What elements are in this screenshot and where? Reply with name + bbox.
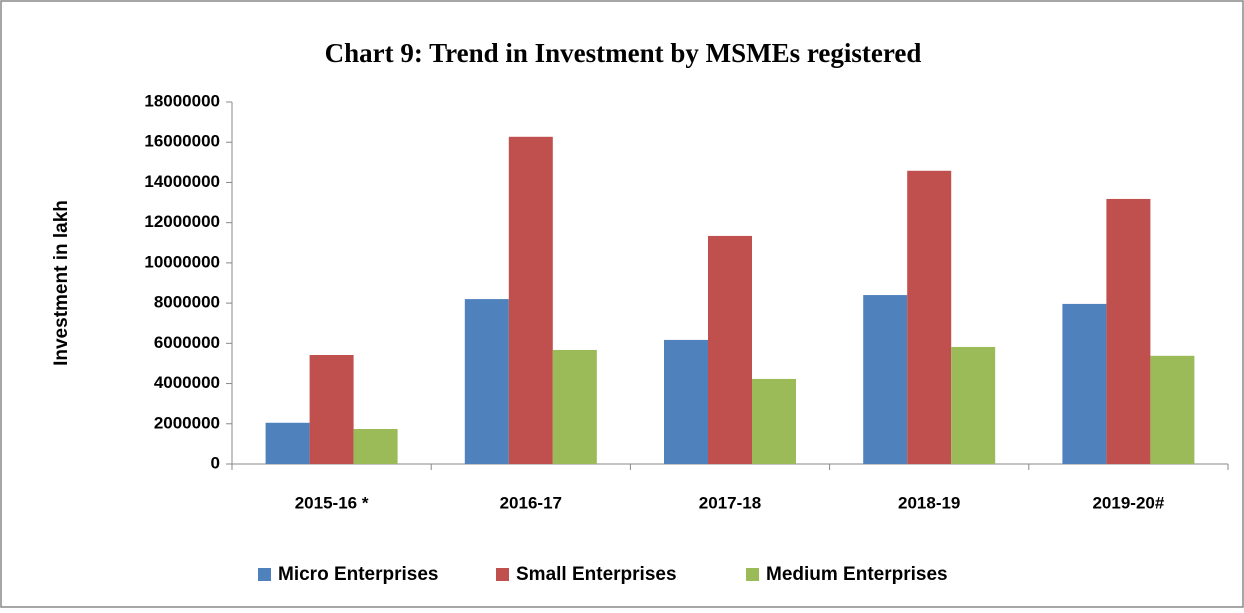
bar (664, 339, 708, 464)
y-tick-label: 14000000 (144, 172, 220, 191)
legend-label: Medium Enterprises (766, 564, 948, 585)
legend-swatch (258, 568, 271, 581)
x-tick-label: 2018-19 (898, 493, 960, 512)
bar (552, 349, 597, 464)
bar (353, 429, 398, 464)
bar (1150, 355, 1195, 464)
y-axis-label: Investment in lakh (51, 200, 72, 366)
legend-label: Micro Enterprises (278, 564, 439, 585)
bar (752, 378, 796, 464)
y-tick-label: 2000000 (154, 413, 220, 432)
x-tick-label: 2016-17 (500, 493, 562, 512)
bar (951, 346, 996, 464)
chart-title: Chart 9: Trend in Investment by MSMEs re… (325, 38, 922, 68)
x-tick-label: 2017-18 (699, 493, 761, 512)
bar (1106, 198, 1151, 465)
legend-label: Small Enterprises (516, 564, 677, 585)
bar (863, 295, 908, 464)
legend-swatch (746, 568, 759, 581)
legend-swatch (496, 568, 509, 581)
bar (1062, 303, 1107, 464)
y-tick-label: 8000000 (154, 293, 220, 312)
y-tick-label: 0 (211, 453, 220, 472)
y-tick-label: 4000000 (154, 373, 220, 392)
y-tick-label: 10000000 (144, 252, 220, 271)
bar (708, 235, 752, 464)
y-tick-label: 18000000 (144, 91, 220, 110)
bar (907, 170, 952, 464)
bar (265, 422, 310, 464)
x-tick-label: 2015-16 * (295, 493, 369, 512)
bar (508, 136, 553, 464)
y-tick-label: 12000000 (144, 212, 220, 231)
bar (464, 299, 509, 464)
y-tick-label: 16000000 (144, 132, 220, 151)
bar (309, 354, 354, 464)
x-tick-label: 2019-20# (1092, 493, 1164, 512)
y-tick-label: 6000000 (154, 333, 220, 352)
